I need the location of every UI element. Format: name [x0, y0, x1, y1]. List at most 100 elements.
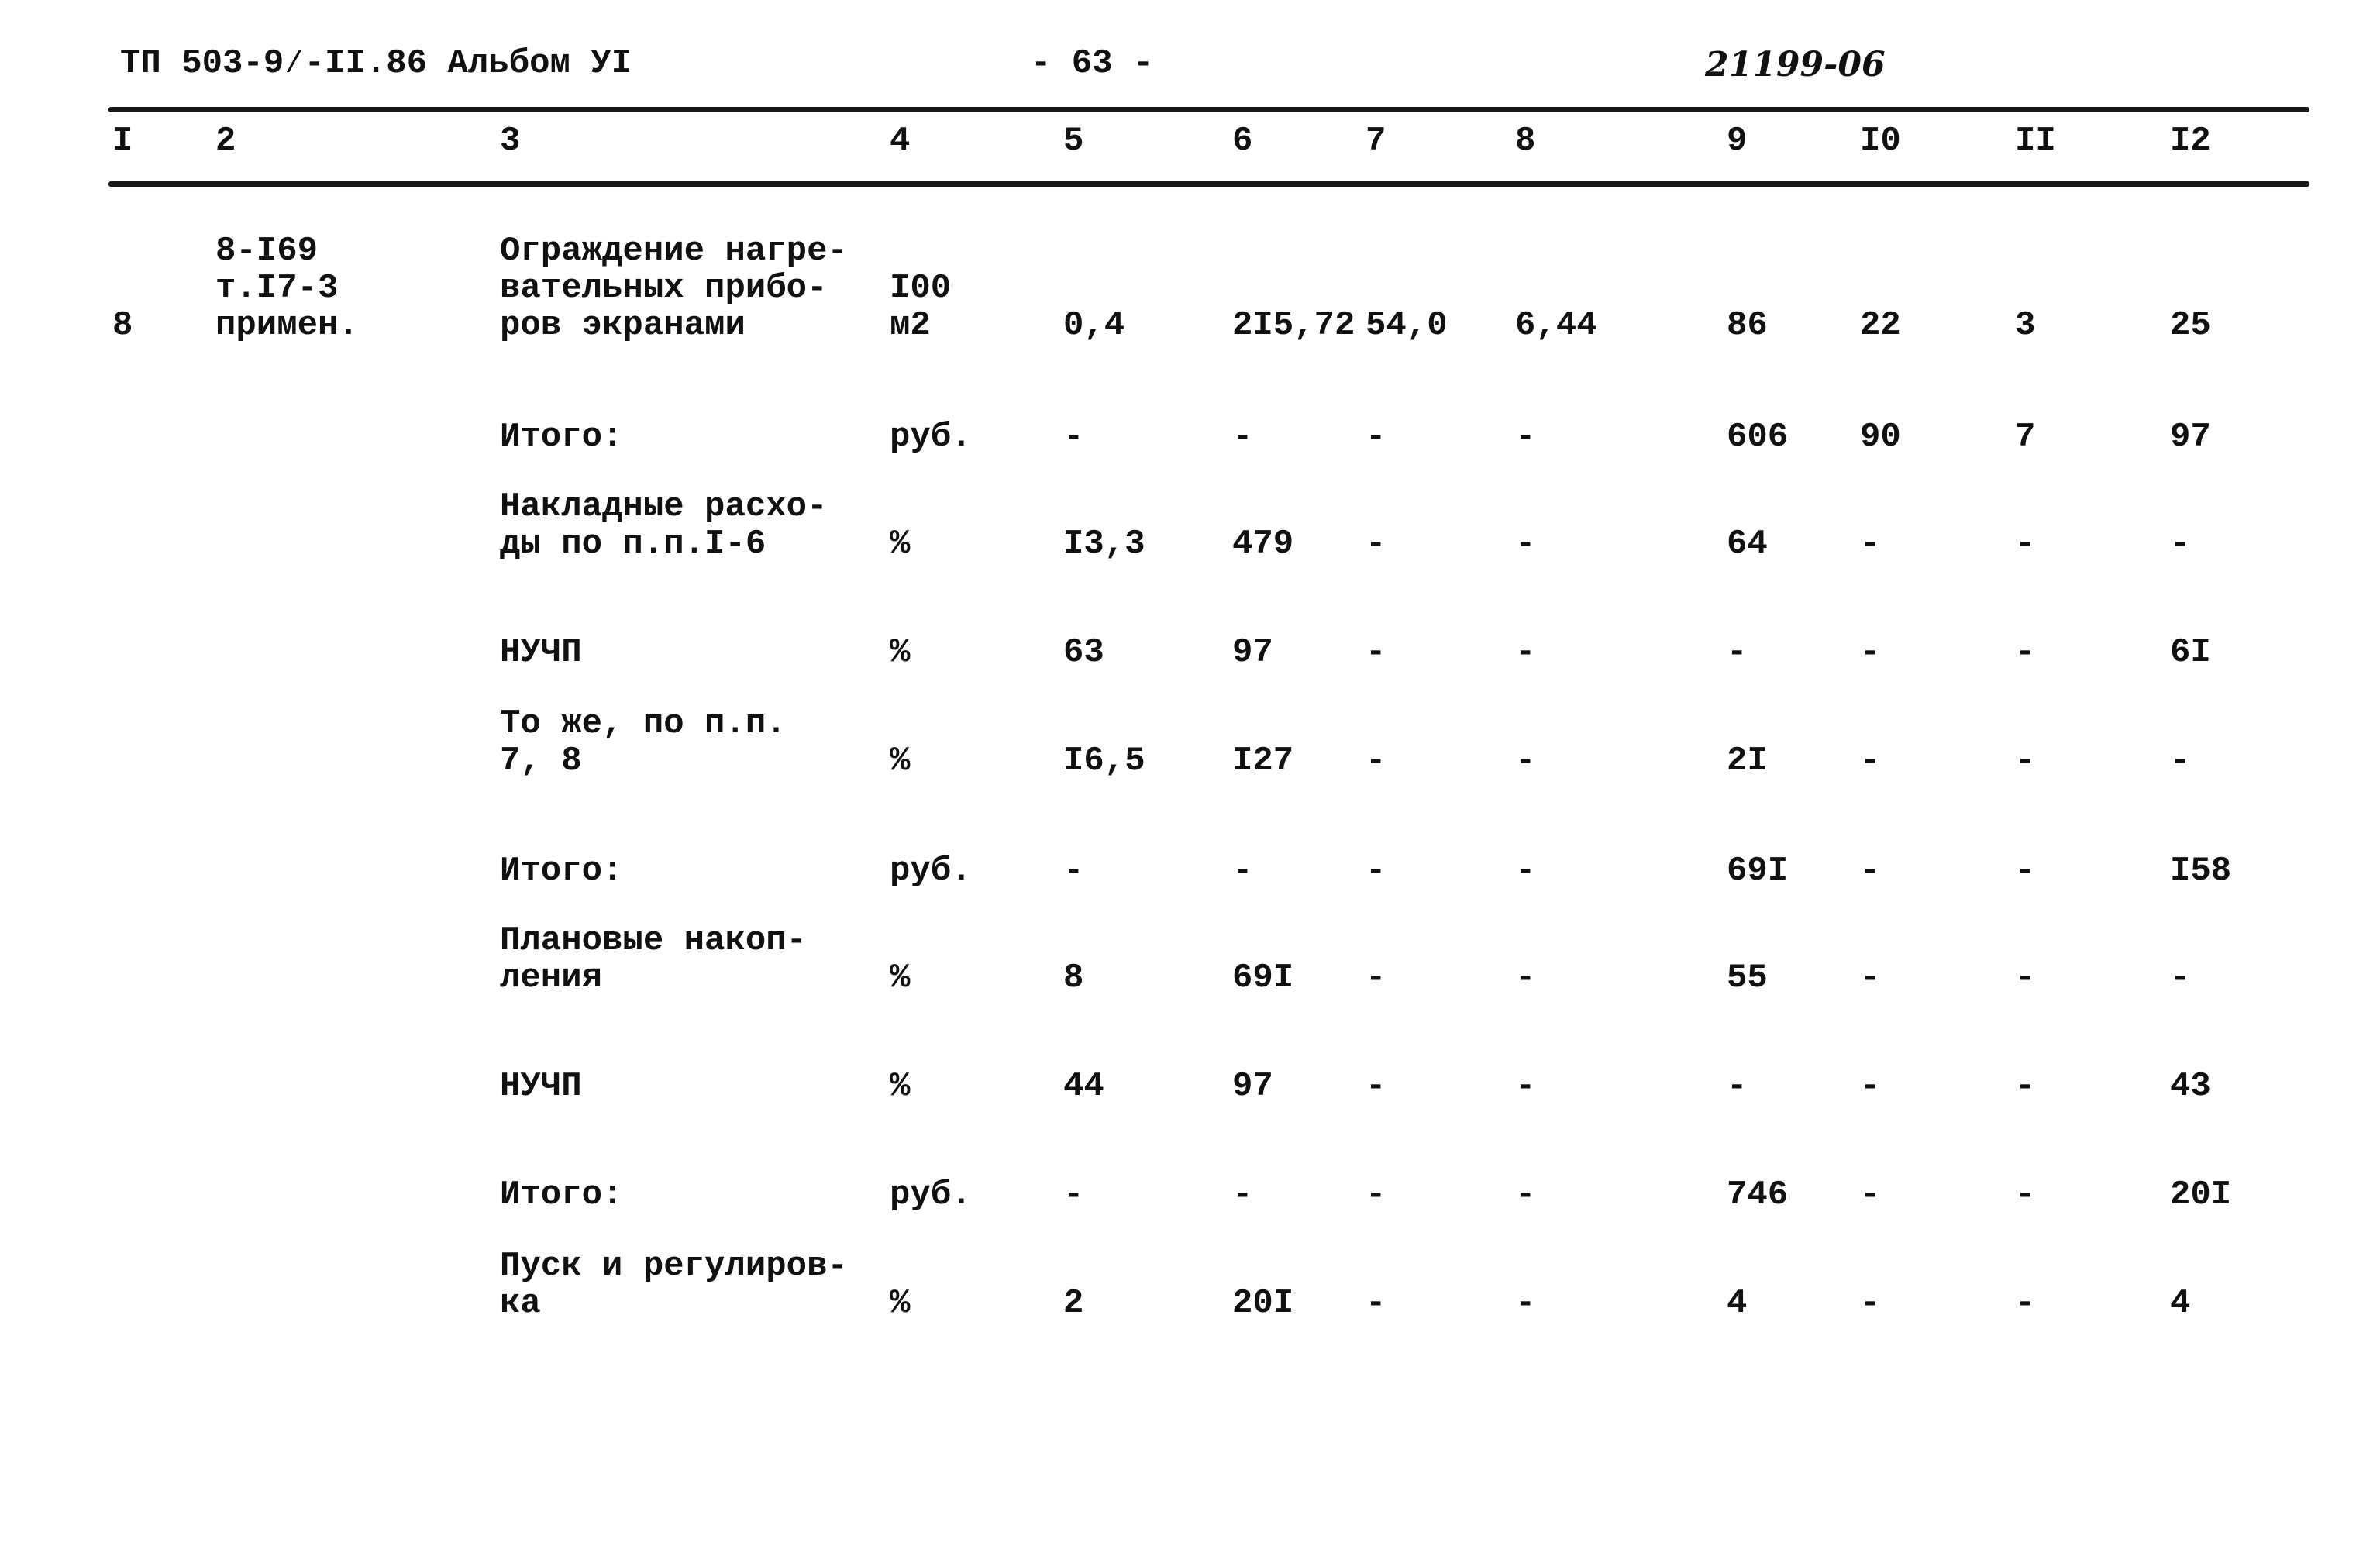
- cell-col-12: 4: [2170, 1284, 2191, 1323]
- cell-col-1: 8: [112, 306, 133, 345]
- cell-col-6: 97: [1232, 633, 1273, 672]
- cell-col-3: Ограждение нагре- вательных прибо- ров э…: [500, 232, 848, 345]
- cell-col-12: 43: [2170, 1067, 2211, 1106]
- cell-col-6: -: [1232, 418, 1253, 456]
- cell-col-7: -: [1366, 1284, 1386, 1323]
- column-number: 6: [1232, 122, 1253, 160]
- cell-col-12: -: [2170, 742, 2191, 780]
- cell-col-5: I6,5: [1063, 742, 1145, 780]
- cell-col-6: I27: [1232, 742, 1294, 780]
- cell-col-3: Итого:: [500, 852, 623, 890]
- cell-col-12: -: [2170, 525, 2191, 563]
- cell-col-10: 90: [1860, 418, 1901, 456]
- cell-col-4: I00 м2: [890, 269, 952, 345]
- cell-col-4: %: [890, 742, 911, 780]
- cell-col-11: -: [2015, 1284, 2036, 1323]
- cell-col-7: -: [1366, 852, 1386, 890]
- cell-col-11: -: [2015, 959, 2036, 997]
- cell-col-6: 479: [1232, 525, 1294, 563]
- cell-col-4: %: [890, 525, 911, 563]
- cell-col-8: -: [1515, 1067, 1536, 1106]
- cell-col-6: -: [1232, 1176, 1253, 1214]
- cell-col-4: %: [890, 633, 911, 672]
- cell-col-5: 2: [1063, 1284, 1084, 1323]
- cell-col-5: -: [1063, 852, 1084, 890]
- cell-col-8: -: [1515, 525, 1536, 563]
- cell-col-12: 20I: [2170, 1176, 2232, 1214]
- cell-col-9: 746: [1727, 1176, 1789, 1214]
- page-number: - 63 -: [1031, 44, 1154, 83]
- cell-col-12: -: [2170, 959, 2191, 997]
- header-bottom-rule: [108, 181, 2309, 187]
- cell-col-8: -: [1515, 959, 1536, 997]
- column-number: I0: [1860, 122, 1901, 160]
- cell-col-7: -: [1366, 633, 1386, 672]
- cell-col-9: 86: [1727, 306, 1768, 345]
- cell-col-3: Пуск и регулиров- ка: [500, 1247, 848, 1323]
- cell-col-10: -: [1860, 633, 1881, 672]
- cell-col-3: Плановые накоп- ления: [500, 921, 808, 997]
- cell-col-4: руб.: [890, 852, 972, 890]
- cell-col-9: -: [1727, 1067, 1748, 1106]
- cell-col-10: -: [1860, 525, 1881, 563]
- cell-col-3: То же, по п.п. 7, 8: [500, 704, 787, 780]
- cell-col-9: 4: [1727, 1284, 1748, 1323]
- cell-col-7: -: [1366, 742, 1386, 780]
- cell-col-11: 7: [2015, 418, 2036, 456]
- cell-col-8: -: [1515, 1284, 1536, 1323]
- cell-col-12: I58: [2170, 852, 2232, 890]
- header-top-rule: [108, 107, 2309, 112]
- cell-col-7: -: [1366, 959, 1386, 997]
- cell-col-4: %: [890, 959, 911, 997]
- cell-col-2: 8-I69 т.I7-3 примен.: [215, 232, 359, 345]
- column-number: 5: [1063, 122, 1084, 160]
- cell-col-5: I3,3: [1063, 525, 1145, 563]
- cell-col-9: 64: [1727, 525, 1768, 563]
- cell-col-9: 2I: [1727, 742, 1768, 780]
- cell-col-6: 69I: [1232, 959, 1294, 997]
- cell-col-11: -: [2015, 742, 2036, 780]
- cell-col-8: 6,44: [1515, 306, 1597, 345]
- cell-col-9: -: [1727, 633, 1748, 672]
- cell-col-4: %: [890, 1067, 911, 1106]
- cell-col-7: -: [1366, 1067, 1386, 1106]
- cell-col-3: Итого:: [500, 1176, 623, 1214]
- cell-col-5: 63: [1063, 633, 1104, 672]
- cell-col-8: -: [1515, 852, 1536, 890]
- cell-col-12: 97: [2170, 418, 2211, 456]
- cell-col-8: -: [1515, 418, 1536, 456]
- cell-col-11: -: [2015, 852, 2036, 890]
- cell-col-3: НУЧП: [500, 1067, 582, 1106]
- cell-col-10: -: [1860, 1284, 1881, 1323]
- cell-col-8: -: [1515, 1176, 1536, 1214]
- cell-col-5: 44: [1063, 1067, 1104, 1106]
- cell-col-11: -: [2015, 1067, 2036, 1106]
- cell-col-4: %: [890, 1284, 911, 1323]
- cell-col-11: 3: [2015, 306, 2036, 345]
- cell-col-9: 606: [1727, 418, 1789, 456]
- cell-col-10: -: [1860, 1176, 1881, 1214]
- cell-col-5: -: [1063, 1176, 1084, 1214]
- cell-col-5: 8: [1063, 959, 1084, 997]
- column-number: 4: [890, 122, 911, 160]
- cell-col-8: -: [1515, 742, 1536, 780]
- column-number: II: [2015, 122, 2056, 160]
- cell-col-10: -: [1860, 1067, 1881, 1106]
- cell-col-10: 22: [1860, 306, 1901, 345]
- cell-col-6: 20I: [1232, 1284, 1294, 1323]
- cell-col-4: руб.: [890, 418, 972, 456]
- cell-col-9: 69I: [1727, 852, 1789, 890]
- column-number: 3: [500, 122, 521, 160]
- cell-col-11: -: [2015, 633, 2036, 672]
- cell-col-8: -: [1515, 633, 1536, 672]
- cell-col-5: 0,4: [1063, 306, 1125, 345]
- document-code: 21199-06: [1705, 45, 1886, 84]
- cell-col-9: 55: [1727, 959, 1768, 997]
- column-number: I2: [2170, 122, 2211, 160]
- cell-col-10: -: [1860, 959, 1881, 997]
- column-number: 2: [215, 122, 236, 160]
- cell-col-12: 6I: [2170, 633, 2211, 672]
- column-number: 8: [1515, 122, 1536, 160]
- cell-col-6: 97: [1232, 1067, 1273, 1106]
- cell-col-10: -: [1860, 742, 1881, 780]
